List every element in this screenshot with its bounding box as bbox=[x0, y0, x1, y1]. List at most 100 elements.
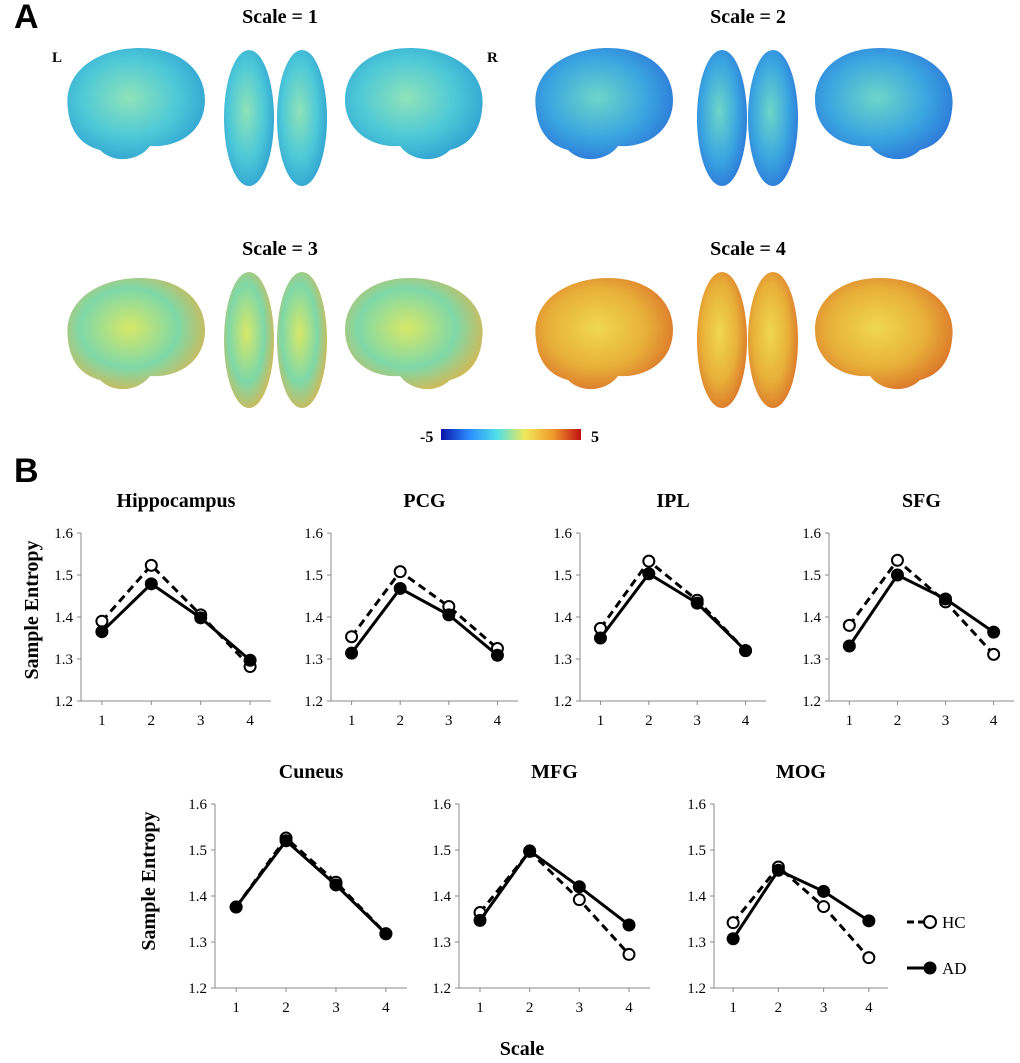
point-hc bbox=[622, 947, 636, 961]
x-tick-label: 2 bbox=[282, 1000, 290, 1016]
y-tick-label: 1.6 bbox=[432, 797, 451, 813]
point-ad bbox=[473, 913, 487, 927]
chart-mfg: MFG 1.2 1.3 1.4 1.5 1.6 1 2 3 4 bbox=[432, 761, 650, 1016]
x-tick-label: 3 bbox=[197, 713, 205, 729]
y-tick-label: 1.6 bbox=[687, 797, 706, 813]
y-tick-label: 1.3 bbox=[188, 935, 207, 951]
scale-3-title: Scale = 3 bbox=[242, 238, 318, 260]
point-hc bbox=[890, 553, 904, 567]
y-tick-label: 1.5 bbox=[188, 843, 207, 859]
point-hc bbox=[144, 558, 158, 572]
brain-right-lateral bbox=[815, 278, 953, 390]
colorbar-max-label: 5 bbox=[591, 429, 599, 446]
x-tick-label: 2 bbox=[396, 713, 404, 729]
legend-ad-label: AD bbox=[942, 959, 967, 978]
panel-a-label: A bbox=[14, 0, 39, 36]
legend-ad-marker bbox=[923, 961, 937, 975]
scale-1-brains bbox=[67, 48, 483, 186]
y-tick-label: 1.6 bbox=[304, 526, 323, 542]
ylabel-top: Sample Entropy bbox=[21, 540, 43, 679]
series-line-hc bbox=[234, 835, 387, 935]
point-ad bbox=[345, 646, 359, 660]
point-ad bbox=[771, 863, 785, 877]
point-ad bbox=[393, 581, 407, 595]
xlabel: Scale bbox=[500, 1038, 545, 1060]
y-tick-label: 1.2 bbox=[188, 981, 207, 997]
scale-2-title: Scale = 2 bbox=[710, 6, 786, 28]
y-tick-label: 1.4 bbox=[54, 610, 73, 626]
brain-dorsal-right bbox=[277, 272, 327, 408]
scale-4-title: Scale = 4 bbox=[710, 238, 786, 260]
x-tick-label: 3 bbox=[445, 713, 453, 729]
chart-hippocampus: Hippocampus 1.2 1.3 1.4 1.5 1.6 1 2 3 4 bbox=[54, 490, 271, 729]
point-hc bbox=[95, 614, 109, 628]
point-ad bbox=[593, 631, 607, 645]
chart-cuneus: Cuneus 1.2 1.3 1.4 1.5 1.6 1 2 3 4 bbox=[188, 761, 407, 1016]
y-tick-label: 1.3 bbox=[432, 935, 451, 951]
point-ad bbox=[739, 644, 753, 658]
y-tick-label: 1.5 bbox=[304, 568, 323, 584]
point-ad bbox=[243, 653, 257, 667]
series-line-ad bbox=[234, 838, 387, 935]
series-line-hc bbox=[350, 569, 499, 650]
x-tick-label: 4 bbox=[382, 1000, 390, 1016]
chart-ipl: IPL 1.2 1.3 1.4 1.5 1.6 1 2 3 4 bbox=[553, 490, 766, 729]
chart-title: MOG bbox=[776, 761, 826, 783]
point-ad bbox=[279, 834, 293, 848]
x-tick-label: 4 bbox=[494, 713, 502, 729]
point-ad bbox=[939, 592, 953, 606]
chart-title: MFG bbox=[531, 761, 578, 783]
y-tick-label: 1.5 bbox=[802, 568, 821, 584]
scale-1-title: Scale = 1 bbox=[242, 6, 318, 28]
point-ad bbox=[690, 596, 704, 610]
legend-hc-marker bbox=[923, 915, 937, 929]
panel-b-label: B bbox=[14, 452, 39, 490]
x-tick-label: 1 bbox=[98, 713, 106, 729]
chart-title: IPL bbox=[656, 490, 689, 512]
y-tick-label: 1.2 bbox=[432, 981, 451, 997]
y-tick-label: 1.5 bbox=[54, 568, 73, 584]
x-tick-label: 1 bbox=[729, 1000, 737, 1016]
y-tick-label: 1.3 bbox=[304, 652, 323, 668]
ylabel-bottom: Sample Entropy bbox=[138, 811, 160, 950]
brain-left-lateral bbox=[67, 278, 206, 390]
x-tick-label: 2 bbox=[894, 713, 902, 729]
y-tick-label: 1.6 bbox=[54, 526, 73, 542]
y-tick-label: 1.2 bbox=[802, 694, 821, 710]
y-tick-label: 1.3 bbox=[687, 935, 706, 951]
point-hc bbox=[862, 951, 876, 965]
y-tick-label: 1.4 bbox=[304, 610, 323, 626]
y-tick-label: 1.5 bbox=[432, 843, 451, 859]
brain-right-lateral bbox=[345, 278, 483, 390]
point-ad bbox=[329, 878, 343, 892]
y-tick-label: 1.3 bbox=[54, 652, 73, 668]
point-ad bbox=[622, 918, 636, 932]
point-ad bbox=[842, 639, 856, 653]
series-line-ad bbox=[731, 868, 870, 940]
series-line-ad bbox=[478, 848, 630, 927]
x-tick-label: 1 bbox=[348, 713, 356, 729]
x-tick-label: 3 bbox=[693, 713, 701, 729]
x-tick-label: 2 bbox=[645, 713, 653, 729]
left-hemisphere-label: L bbox=[52, 50, 63, 66]
y-tick-label: 1.2 bbox=[54, 694, 73, 710]
x-tick-label: 4 bbox=[742, 713, 750, 729]
point-hc bbox=[642, 554, 656, 568]
point-ad bbox=[890, 568, 904, 582]
legend-hc-label: HC bbox=[942, 913, 966, 932]
y-tick-label: 1.6 bbox=[802, 526, 821, 542]
x-tick-label: 4 bbox=[625, 1000, 633, 1016]
point-ad bbox=[523, 844, 537, 858]
scale-4-brains bbox=[535, 272, 953, 408]
point-ad bbox=[817, 884, 831, 898]
y-tick-label: 1.2 bbox=[304, 694, 323, 710]
y-tick-label: 1.3 bbox=[553, 652, 572, 668]
x-tick-label: 3 bbox=[332, 1000, 340, 1016]
series-line-ad bbox=[848, 573, 995, 647]
x-tick-label: 3 bbox=[576, 1000, 584, 1016]
x-tick-label: 2 bbox=[526, 1000, 534, 1016]
x-tick-label: 3 bbox=[942, 713, 950, 729]
y-tick-label: 1.4 bbox=[432, 889, 451, 905]
brain-maps bbox=[67, 48, 953, 440]
series-line-ad bbox=[100, 581, 252, 662]
